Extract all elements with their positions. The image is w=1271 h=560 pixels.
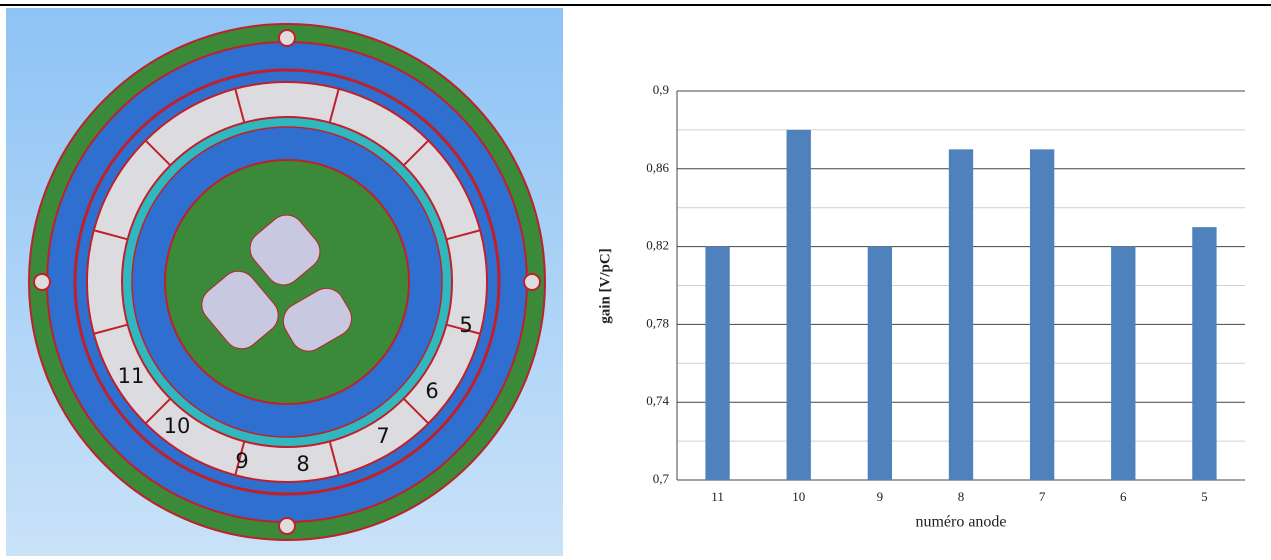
sector-divider	[144, 397, 172, 425]
bar	[867, 246, 893, 480]
component	[282, 287, 352, 352]
y-axis-label: gain [V/pC]	[597, 248, 613, 323]
anode-label: 6	[425, 379, 438, 403]
sector-divider	[402, 139, 430, 167]
bar	[705, 246, 730, 480]
x-tick-label: 10	[792, 489, 805, 504]
sector-divider	[93, 323, 128, 335]
x-tick-label: 7	[1039, 489, 1046, 504]
sector-divider	[234, 441, 246, 476]
sector-divider	[402, 397, 430, 425]
sector-divider	[144, 139, 172, 167]
x-tick-label: 6	[1120, 489, 1127, 504]
sector-divider	[446, 323, 481, 335]
red-ring	[73, 68, 501, 496]
sector-divider	[93, 229, 128, 241]
hole	[523, 273, 541, 291]
y-tick-label: 0,82	[646, 238, 669, 253]
bar	[948, 149, 974, 480]
sector-divider	[328, 88, 340, 123]
x-tick-label: 5	[1201, 489, 1208, 504]
hole	[278, 517, 296, 535]
bar	[1192, 227, 1217, 480]
anode-label: 11	[118, 364, 145, 388]
sector-divider	[446, 229, 481, 241]
component	[201, 270, 279, 350]
sector-divider	[328, 441, 340, 476]
bar	[786, 129, 811, 480]
anode-label: 8	[296, 452, 309, 476]
y-tick-label: 0,86	[646, 160, 669, 175]
pcb-image: 5 6 7 8 9 10 11	[6, 8, 563, 556]
bar	[1029, 149, 1055, 480]
hole	[33, 273, 51, 291]
anode-label: 7	[376, 424, 389, 448]
anode-label: 10	[164, 414, 191, 438]
anode-label: 9	[235, 449, 248, 473]
hole	[278, 29, 296, 47]
chart: gain [V/pC] numéro anode 0,7 0,74 0,78 0,82…	[597, 82, 1245, 531]
x-tick-label: 11	[711, 489, 724, 504]
x-tick-label: 9	[877, 489, 884, 504]
y-tick-label: 0,74	[646, 393, 669, 408]
y-tick-label: 0,7	[653, 471, 670, 486]
sector-divider	[234, 88, 246, 123]
component	[249, 214, 321, 286]
bar	[1111, 246, 1136, 480]
y-tick-label: 0,9	[653, 82, 669, 97]
x-axis-label: numéro anode	[915, 514, 1006, 531]
y-tick-label: 0,78	[646, 315, 669, 330]
anode-label: 5	[459, 313, 472, 337]
x-tick-label: 8	[958, 489, 965, 504]
